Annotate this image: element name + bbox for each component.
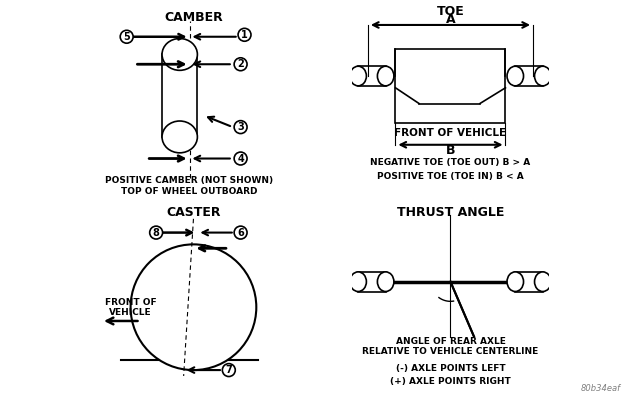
Text: A: A <box>445 13 455 25</box>
Text: 4: 4 <box>237 154 244 164</box>
Bar <box>396 48 506 123</box>
Text: NEGATIVE TOE (TOE OUT) B > A: NEGATIVE TOE (TOE OUT) B > A <box>371 158 531 167</box>
Text: 7: 7 <box>225 365 232 375</box>
Circle shape <box>131 245 256 370</box>
Text: 6: 6 <box>237 227 244 237</box>
Text: FRONT OF
VEHICLE: FRONT OF VEHICLE <box>105 297 156 317</box>
Text: 3: 3 <box>237 122 244 132</box>
Text: 5: 5 <box>124 32 130 42</box>
Text: FRONT OF VEHICLE: FRONT OF VEHICLE <box>394 128 506 138</box>
Ellipse shape <box>350 66 367 86</box>
Text: POSITIVE CAMBER (NOT SHOWN)
TOP OF WHEEL OUTBOARD: POSITIVE CAMBER (NOT SHOWN) TOP OF WHEEL… <box>106 176 273 196</box>
Text: CASTER: CASTER <box>166 206 221 220</box>
Ellipse shape <box>378 66 394 86</box>
Text: 2: 2 <box>237 59 244 69</box>
Bar <box>515 66 543 86</box>
Ellipse shape <box>350 272 367 291</box>
Text: B: B <box>445 144 455 157</box>
Text: (-) AXLE POINTS LEFT: (-) AXLE POINTS LEFT <box>396 364 506 373</box>
Text: 8: 8 <box>153 227 159 237</box>
Bar <box>515 272 543 291</box>
Ellipse shape <box>378 272 394 291</box>
Ellipse shape <box>507 66 524 86</box>
Ellipse shape <box>162 39 197 70</box>
Text: THRUST ANGLE: THRUST ANGLE <box>397 206 504 220</box>
Bar <box>162 54 197 137</box>
Text: ANGLE OF REAR AXLE
RELATIVE TO VEHICLE CENTERLINE: ANGLE OF REAR AXLE RELATIVE TO VEHICLE C… <box>362 337 539 356</box>
Text: TOE: TOE <box>436 5 465 18</box>
Ellipse shape <box>534 272 551 291</box>
Text: 1: 1 <box>241 30 248 40</box>
Ellipse shape <box>507 272 524 291</box>
Bar <box>358 66 386 86</box>
Ellipse shape <box>162 121 197 153</box>
Bar <box>358 272 386 291</box>
Text: POSITIVE TOE (TOE IN) B < A: POSITIVE TOE (TOE IN) B < A <box>377 172 524 181</box>
Text: 80b34eaf: 80b34eaf <box>580 384 621 393</box>
Ellipse shape <box>534 66 551 86</box>
Text: (+) AXLE POINTS RIGHT: (+) AXLE POINTS RIGHT <box>390 378 511 386</box>
Text: CAMBER: CAMBER <box>164 11 223 23</box>
